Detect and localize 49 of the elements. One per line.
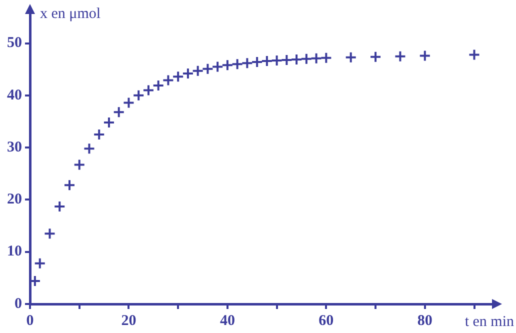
point	[418, 50, 431, 62]
point	[132, 89, 145, 102]
x-tick-label: 40	[220, 312, 235, 329]
point	[212, 60, 224, 73]
point	[112, 106, 125, 118]
x-tick-label: 20	[121, 312, 136, 329]
point	[231, 58, 244, 70]
point	[192, 64, 204, 77]
point	[260, 55, 273, 68]
point	[182, 68, 194, 80]
y-tick-label: 50	[7, 35, 22, 52]
y-tick-label: 10	[7, 244, 22, 260]
point	[280, 54, 293, 66]
point	[30, 275, 41, 288]
y-tick-label: 0	[14, 296, 22, 312]
point	[202, 62, 214, 75]
point	[310, 52, 322, 64]
point	[300, 52, 312, 65]
point	[73, 158, 86, 171]
point	[270, 54, 283, 66]
point	[122, 96, 135, 109]
point	[172, 70, 184, 83]
point	[34, 257, 46, 270]
point	[142, 84, 154, 96]
x-axis-title: t en min	[464, 314, 514, 330]
point	[290, 53, 303, 66]
y-axis-title: x en μmol	[40, 6, 101, 22]
y-tick-label: 20	[7, 192, 22, 208]
point	[251, 56, 264, 68]
x-tick-label: 0	[26, 312, 34, 329]
point	[241, 57, 254, 70]
point	[162, 74, 174, 86]
point	[370, 50, 382, 63]
point	[44, 228, 56, 240]
point	[468, 48, 480, 61]
point	[102, 116, 115, 129]
y-tick-label: 40	[7, 87, 22, 104]
point	[54, 200, 66, 212]
point	[221, 59, 234, 72]
point	[63, 179, 76, 192]
point	[93, 128, 106, 141]
point	[344, 51, 357, 64]
x-tick-label: 60	[318, 312, 334, 329]
point	[394, 50, 406, 62]
point	[152, 80, 164, 92]
point	[83, 142, 96, 155]
y-tick-label: 30	[7, 139, 22, 156]
x-tick-label: 80	[417, 312, 432, 329]
point	[320, 52, 332, 64]
